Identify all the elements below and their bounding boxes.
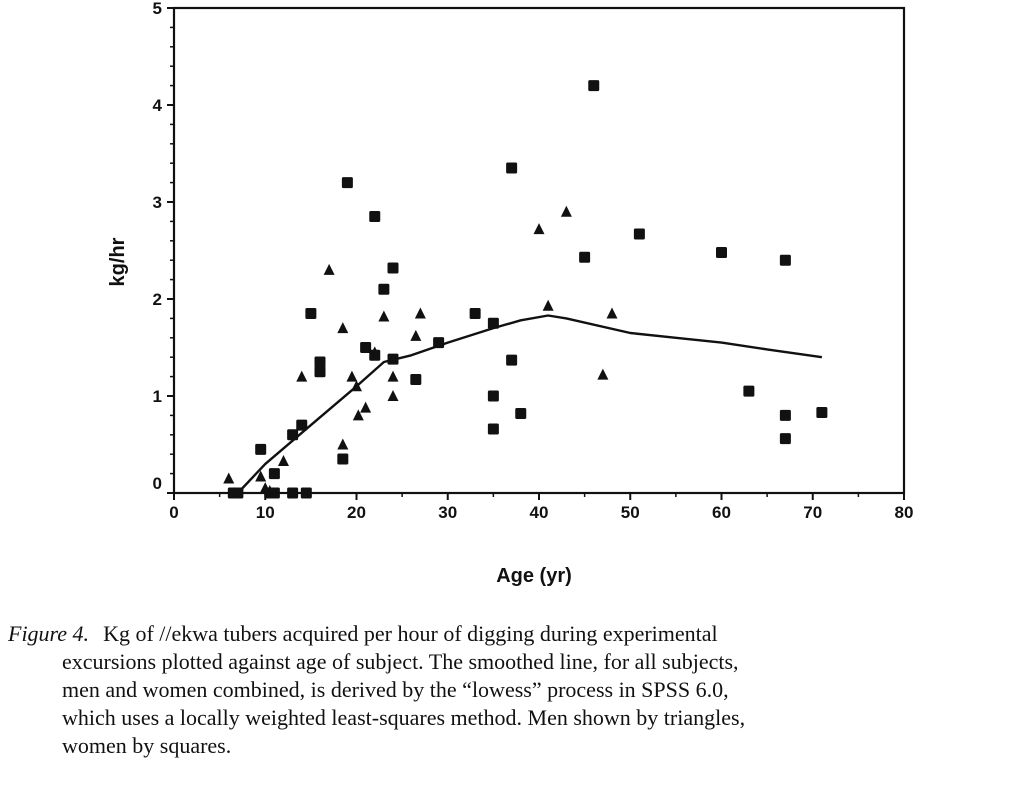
x-tick-label: 10 (256, 503, 275, 522)
x-tick-label: 40 (530, 503, 549, 522)
triangle-point (296, 370, 308, 382)
triangle-point (352, 409, 364, 421)
caption-text: Kg of //ekwa tubers acquired per hour of… (103, 621, 718, 646)
square-point (816, 406, 828, 418)
caption-line-3: men and women combined, is derived by th… (62, 677, 729, 702)
y-tick-label: 3 (153, 193, 162, 212)
x-tick-label: 70 (803, 503, 822, 522)
triangle-point (223, 472, 235, 484)
square-point (487, 317, 499, 329)
square-point (287, 429, 299, 441)
square-point (487, 423, 499, 435)
triangle-point (414, 307, 426, 319)
square-point (387, 353, 399, 365)
scatter-chart: 0 10 20 30 40 50 60 70 80 0 1 2 3 4 5 Age (yr) kg/hr (107, 0, 913, 587)
x-axis-ticks: 0 10 20 30 40 50 60 70 80 (169, 493, 913, 522)
figure-label: Figure 4. (8, 621, 90, 646)
triangle-point (360, 401, 372, 413)
square-point (487, 390, 499, 402)
square-point (433, 337, 445, 349)
plot-border (172, 6, 906, 495)
triangle-point (542, 299, 554, 311)
x-tick-label: 50 (621, 503, 640, 522)
triangle-point (560, 205, 572, 217)
square-point (515, 407, 527, 419)
triangle-point (387, 370, 399, 382)
square-point (716, 246, 727, 258)
x-axis-title: Age (yr) (496, 565, 572, 587)
x-tick-label: 80 (895, 503, 914, 522)
lowess-line-group (237, 314, 823, 494)
square-point (268, 468, 280, 480)
square-point (410, 374, 422, 386)
square-point (369, 211, 381, 223)
triangle-point (387, 390, 399, 401)
triangle-point (378, 310, 390, 322)
figure-caption: Figure 4. Kg of //ekwa tubers acquired pe… (8, 620, 1020, 760)
y-axis-ticks: 0 1 2 3 4 5 (153, 0, 174, 494)
triangle-point (278, 454, 289, 466)
square-point (337, 453, 349, 465)
square-point (232, 487, 244, 499)
square-point (268, 487, 280, 499)
y-tick-label: 0 (153, 474, 162, 493)
square-point (506, 162, 518, 174)
y-tick-label: 1 (153, 387, 162, 406)
triangle-point (255, 470, 267, 482)
caption-line-1: Figure 4. Kg of //ekwa tubers acquired pe… (8, 620, 1020, 648)
triangle-point (337, 322, 349, 334)
square-point (287, 487, 299, 499)
square-point (469, 308, 481, 320)
caption-line-4: which uses a locally weighted least-squa… (62, 705, 746, 730)
triangle-point (410, 329, 422, 341)
square-point (255, 443, 267, 455)
square-point (387, 262, 399, 274)
x-tick-label: 60 (712, 503, 731, 522)
square-point (633, 228, 645, 240)
square-point (314, 356, 326, 368)
triangle-point (337, 438, 349, 450)
y-tick-label: 2 (153, 290, 162, 309)
square-point (305, 308, 317, 320)
square-point (779, 433, 791, 445)
x-tick-label: 0 (169, 503, 178, 522)
square-point (296, 419, 308, 431)
y-axis-title: kg/hr (107, 237, 129, 286)
square-point (579, 251, 591, 263)
y-tick-label: 5 (153, 0, 162, 18)
y-tick-label: 4 (153, 96, 163, 115)
x-tick-label: 30 (438, 503, 457, 522)
caption-line-5: women by squares. (62, 733, 232, 758)
square-point (378, 283, 390, 295)
square-point (360, 342, 372, 353)
triangle-point (597, 368, 609, 380)
plot-frame (172, 6, 906, 495)
square-point (314, 366, 326, 378)
caption-line-2: excursions plotted against age of subjec… (62, 649, 739, 674)
lowess-smoothed-line (237, 314, 823, 494)
square-point (300, 487, 312, 499)
triangle-point (606, 307, 618, 319)
triangle-point (351, 380, 362, 392)
square-point (743, 385, 755, 397)
data-points (223, 80, 828, 499)
triangle-point (533, 223, 545, 235)
triangle-point (346, 370, 358, 382)
x-tick-label: 20 (347, 503, 366, 522)
square-point (779, 254, 791, 266)
triangle-point (323, 263, 335, 275)
square-point (369, 349, 381, 361)
square-point (588, 80, 600, 92)
square-point (506, 354, 518, 366)
square-point (779, 409, 791, 421)
square-point (341, 177, 353, 189)
